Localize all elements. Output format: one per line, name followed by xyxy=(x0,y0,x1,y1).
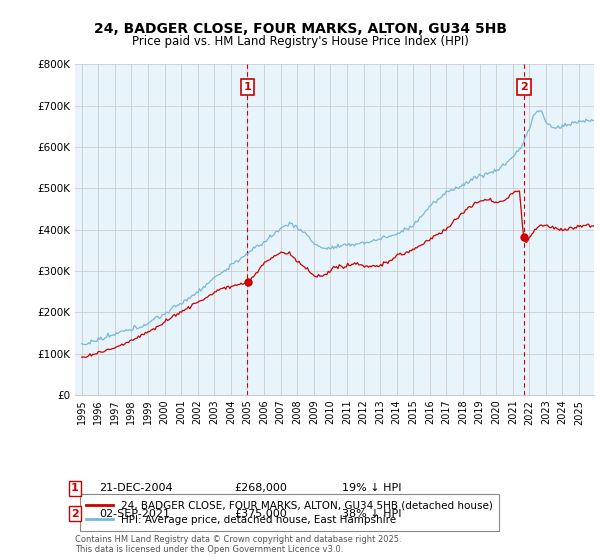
Text: 19% ↓ HPI: 19% ↓ HPI xyxy=(342,483,401,493)
Text: 24, BADGER CLOSE, FOUR MARKS, ALTON, GU34 5HB: 24, BADGER CLOSE, FOUR MARKS, ALTON, GU3… xyxy=(94,22,506,36)
Text: 02-SEP-2021: 02-SEP-2021 xyxy=(99,508,170,519)
Text: 1: 1 xyxy=(244,82,251,92)
Legend: 24, BADGER CLOSE, FOUR MARKS, ALTON, GU34 5HB (detached house), HPI: Average pri: 24, BADGER CLOSE, FOUR MARKS, ALTON, GU3… xyxy=(80,494,499,531)
Text: Contains HM Land Registry data © Crown copyright and database right 2025.
This d: Contains HM Land Registry data © Crown c… xyxy=(75,535,401,554)
Text: £375,000: £375,000 xyxy=(234,508,287,519)
Text: 1: 1 xyxy=(71,483,79,493)
Text: 21-DEC-2004: 21-DEC-2004 xyxy=(99,483,173,493)
Text: £268,000: £268,000 xyxy=(234,483,287,493)
Text: 2: 2 xyxy=(520,82,528,92)
Text: 38% ↓ HPI: 38% ↓ HPI xyxy=(342,508,401,519)
Text: Price paid vs. HM Land Registry's House Price Index (HPI): Price paid vs. HM Land Registry's House … xyxy=(131,35,469,48)
Text: 2: 2 xyxy=(71,508,79,519)
